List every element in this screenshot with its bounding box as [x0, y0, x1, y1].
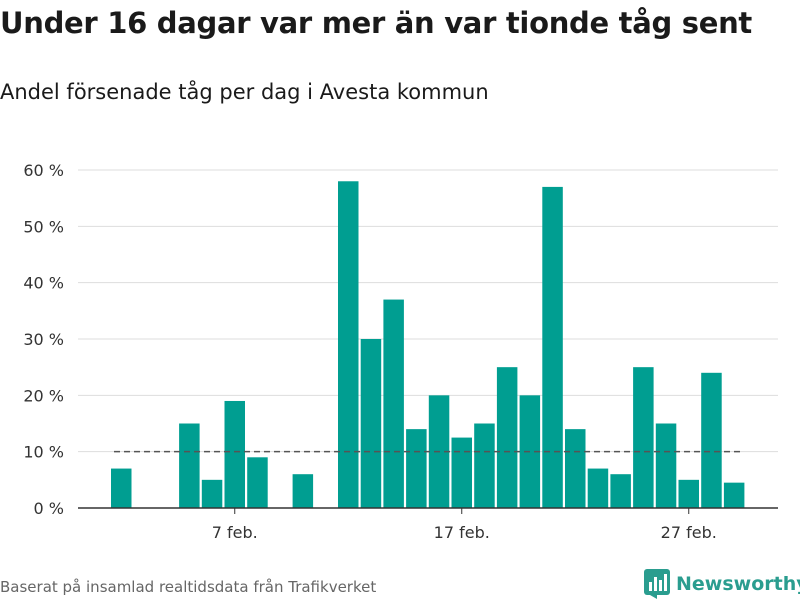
grid-lines — [78, 169, 778, 453]
bar — [723, 482, 745, 508]
bar — [633, 367, 654, 508]
bar — [587, 468, 609, 508]
bar — [565, 429, 586, 508]
y-tick-label: 50 % — [23, 217, 64, 236]
y-tick-label: 30 % — [23, 330, 64, 349]
bar — [338, 181, 359, 508]
source-note: Baserat på insamlad realtidsdata från Tr… — [0, 578, 377, 596]
x-tick-label: 17 feb. — [434, 523, 490, 542]
bar — [179, 423, 200, 508]
bar — [610, 474, 631, 508]
y-tick-label: 20 % — [23, 386, 64, 405]
brand-name: Newsworthy — [676, 573, 800, 595]
bar — [111, 468, 132, 508]
x-tick-label: 27 feb. — [661, 523, 717, 542]
bar-chart-logo-icon — [644, 569, 670, 599]
chart-subtitle: Andel försenade tåg per dag i Avesta kom… — [0, 80, 489, 104]
bar — [655, 423, 677, 508]
x-tick-label: 7 feb. — [212, 523, 258, 542]
bar — [406, 429, 427, 508]
y-tick-label: 40 % — [23, 274, 64, 293]
brand-logo: Newsworthy — [644, 569, 800, 599]
bars — [111, 181, 745, 508]
bar — [701, 372, 722, 508]
bar — [201, 479, 223, 508]
bar — [360, 339, 382, 508]
bar-chart: 0 % 10 % 20 % 30 % 40 % 50 % 60 % 7 feb. 17 feb… — [23, 161, 778, 542]
bar — [678, 479, 699, 508]
y-tick-label: 10 % — [23, 443, 64, 462]
bar — [451, 437, 472, 508]
bar — [496, 367, 518, 508]
y-tick-label: 60 % — [23, 161, 64, 180]
bar — [292, 474, 314, 508]
bar — [542, 186, 563, 508]
y-axis-ticks: 0 % 10 % 20 % 30 % 40 % 50 % 60 % — [23, 161, 64, 518]
bar — [474, 423, 495, 508]
bar — [247, 457, 268, 508]
y-tick-label: 0 % — [34, 499, 64, 518]
bar — [383, 299, 404, 508]
chart-title: Under 16 dagar var mer än var tionde tåg… — [0, 6, 752, 40]
x-axis-ticks: 7 feb. 17 feb. 27 feb. — [212, 508, 717, 542]
bar — [224, 400, 245, 508]
